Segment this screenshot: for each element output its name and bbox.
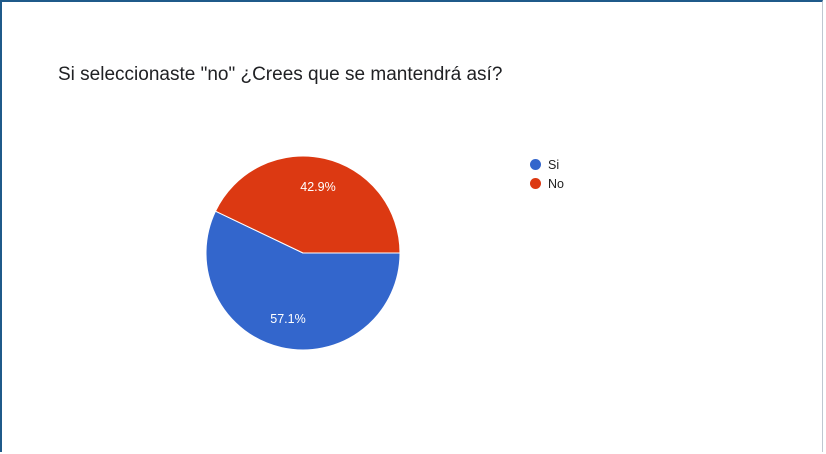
slice-label-no: 42.9%	[300, 180, 335, 194]
legend-item-no[interactable]: No	[530, 174, 564, 193]
legend-label-no: No	[548, 176, 564, 191]
legend-swatch-si	[530, 159, 541, 170]
pie-slice-no[interactable]	[214, 155, 401, 254]
legend-item-si[interactable]: Si	[530, 155, 564, 174]
legend-label-si: Si	[548, 157, 560, 172]
question-title: Si seleccionaste "no" ¿Crees que se mant…	[58, 64, 503, 85]
pie-slice-si[interactable]	[205, 210, 401, 351]
legend: Si No	[530, 155, 564, 193]
slice-label-si: 57.1%	[270, 312, 305, 326]
legend-swatch-no	[530, 178, 541, 189]
